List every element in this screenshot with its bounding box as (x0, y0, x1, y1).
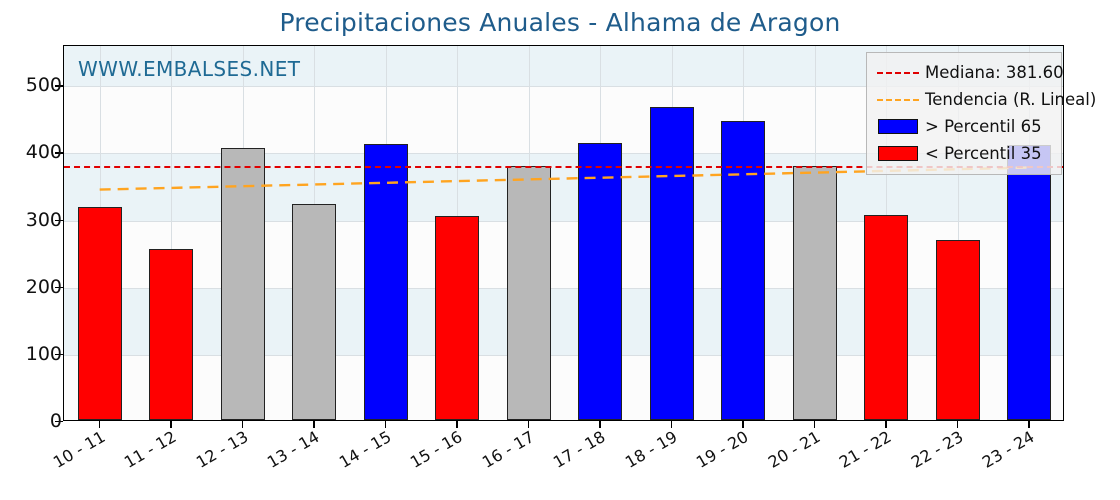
y-tick-mark (55, 152, 63, 154)
bar[interactable] (220, 148, 265, 420)
page-title: Precipitaciones Anuales - Alhama de Arag… (279, 8, 841, 37)
bar[interactable] (721, 120, 766, 420)
y-tick-label: 100 (25, 342, 62, 365)
bar[interactable] (506, 165, 551, 420)
bar[interactable] (1007, 145, 1052, 420)
median-line (64, 165, 1063, 168)
y-tick-label: 0 (49, 410, 62, 432)
watermark-label: WWW.EMBALSES.NET (78, 57, 301, 81)
legend-item: < Percentil 35 (875, 140, 1053, 167)
x-tick-mark (813, 421, 816, 428)
x-tick-mark (241, 421, 244, 428)
y-tick-mark (55, 219, 63, 221)
bar[interactable] (649, 107, 694, 420)
x-tick-mark (670, 421, 673, 428)
x-tick-mark (527, 421, 530, 428)
y-tick-mark (55, 421, 63, 423)
bar[interactable] (77, 206, 122, 420)
legend-key-low-icon (875, 146, 921, 161)
x-tick-mark (313, 421, 315, 428)
x-tick-mark (956, 421, 959, 428)
gridline-horizontal (64, 153, 1063, 155)
legend-label: Mediana: 381.60 (925, 63, 1064, 82)
y-tick-mark (55, 286, 63, 289)
gridline-vertical (171, 46, 173, 420)
legend-key-trend-icon (875, 98, 921, 101)
x-tick-mark (1028, 421, 1030, 428)
bar[interactable] (149, 248, 194, 420)
x-tick-mark (885, 421, 887, 428)
x-tick-mark (742, 421, 744, 428)
bar[interactable] (864, 214, 909, 420)
bar[interactable] (435, 215, 480, 420)
y-tick-label: 200 (25, 275, 62, 298)
y-tick-label: 500 (25, 74, 62, 97)
legend-item: Tendencia (R. Lineal) (875, 86, 1096, 113)
gridline-vertical (957, 46, 959, 420)
gridline-horizontal (64, 287, 1063, 289)
legend-item: Mediana: 381.60 (875, 59, 1064, 86)
legend-label: < Percentil 35 (925, 144, 1042, 163)
bar[interactable] (792, 165, 837, 420)
legend-key-high-icon (875, 119, 921, 134)
bar[interactable] (578, 143, 623, 420)
x-tick-mark (384, 421, 387, 428)
x-tick-mark (170, 421, 172, 428)
x-tick-mark (456, 421, 458, 428)
x-tick-mark (98, 421, 101, 428)
gridline-horizontal (64, 220, 1063, 222)
legend-label: Tendencia (R. Lineal) (925, 90, 1097, 109)
gridline-horizontal (64, 86, 1063, 88)
gridline-horizontal (64, 354, 1063, 356)
bar[interactable] (935, 240, 980, 420)
x-tick-mark (599, 421, 601, 428)
bar[interactable] (363, 144, 408, 420)
legend-item: > Percentil 65 (875, 113, 1053, 140)
y-tick-mark (55, 85, 63, 87)
legend-label: > Percentil 65 (925, 117, 1042, 136)
legend-key-median-icon (875, 71, 921, 74)
y-tick-label: 400 (25, 141, 62, 164)
y-tick-label: 300 (25, 208, 62, 231)
bar[interactable] (292, 204, 337, 420)
chart-legend: Mediana: 381.60 Tendencia (R. Lineal) > … (866, 52, 1096, 175)
y-tick-mark (55, 353, 63, 356)
